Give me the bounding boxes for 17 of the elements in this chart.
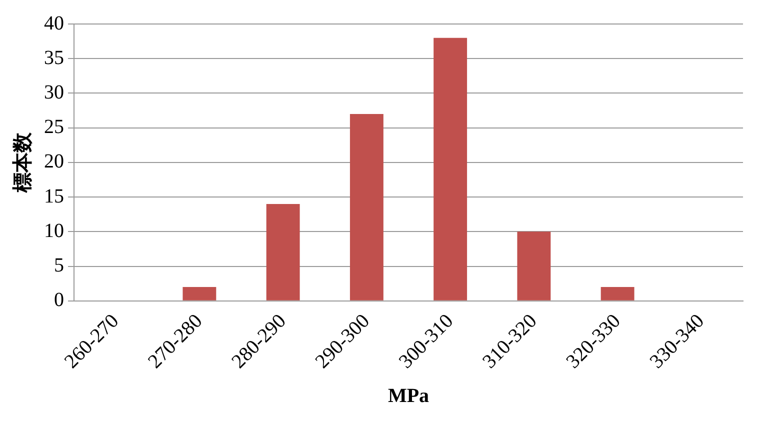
y-tick-label: 10	[44, 220, 64, 242]
y-tick-label: 20	[44, 150, 64, 173]
bar	[600, 287, 634, 300]
y-tick-label: 40	[44, 12, 64, 34]
y-tick-label: 15	[44, 185, 64, 208]
y-tick-label: 5	[54, 254, 64, 277]
bar	[517, 232, 551, 300]
bar	[266, 204, 300, 300]
bar	[182, 287, 216, 300]
bar	[434, 38, 468, 300]
bar	[350, 114, 384, 300]
y-tick-label: 30	[44, 81, 64, 104]
y-tick-label: 0	[54, 289, 64, 312]
y-tick-label: 25	[44, 116, 64, 138]
y-tick-label: 35	[44, 46, 64, 69]
y-axis-title: 標本数	[12, 131, 34, 194]
x-axis-title: MPa	[388, 385, 430, 408]
